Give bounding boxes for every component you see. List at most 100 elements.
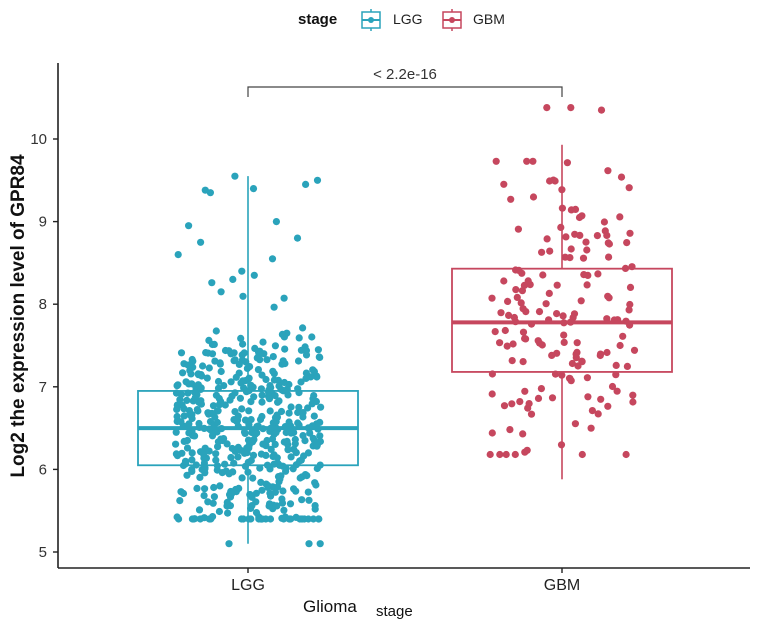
data-point-lgg bbox=[277, 407, 286, 416]
data-point-lgg bbox=[270, 376, 278, 384]
data-point-lgg bbox=[315, 353, 323, 361]
data-point-lgg bbox=[203, 374, 211, 382]
data-point-gbm bbox=[605, 253, 613, 261]
data-point-lgg bbox=[225, 347, 233, 355]
data-point-lgg bbox=[281, 345, 289, 353]
data-point-lgg bbox=[191, 393, 199, 402]
data-point-lgg bbox=[296, 515, 304, 523]
data-point-gbm bbox=[497, 309, 505, 317]
data-point-gbm bbox=[510, 313, 518, 322]
data-point-gbm bbox=[508, 357, 516, 365]
data-point-lgg bbox=[215, 507, 223, 516]
data-point-lgg bbox=[212, 391, 220, 399]
data-point-gbm bbox=[596, 350, 605, 358]
data-point-gbm bbox=[537, 385, 546, 393]
data-point-lgg bbox=[245, 407, 253, 415]
data-point-lgg bbox=[180, 437, 188, 445]
data-point-lgg bbox=[178, 401, 186, 409]
data-point-lgg bbox=[221, 401, 229, 409]
data-point-lgg bbox=[315, 515, 323, 523]
data-point-gbm bbox=[593, 232, 602, 240]
data-point-gbm bbox=[597, 395, 605, 403]
data-point-lgg bbox=[193, 406, 201, 414]
data-point-lgg bbox=[238, 267, 246, 275]
data-point-lgg bbox=[251, 430, 259, 438]
data-point-lgg bbox=[281, 513, 289, 521]
data-point-lgg bbox=[271, 342, 279, 350]
data-point-lgg bbox=[258, 371, 266, 379]
data-point-lgg bbox=[269, 367, 277, 375]
data-point-lgg bbox=[295, 403, 303, 411]
data-point-lgg bbox=[284, 391, 292, 399]
data-point-gbm bbox=[529, 157, 537, 165]
data-point-lgg bbox=[305, 540, 313, 548]
data-point-lgg bbox=[172, 440, 180, 448]
data-point-lgg bbox=[200, 450, 208, 458]
data-point-lgg bbox=[258, 391, 266, 399]
data-point-lgg bbox=[191, 432, 199, 440]
data-point-lgg bbox=[181, 457, 190, 465]
data-point-gbm bbox=[511, 450, 519, 459]
data-point-lgg bbox=[278, 330, 286, 338]
data-point-lgg bbox=[293, 234, 302, 242]
data-point-lgg bbox=[266, 407, 274, 415]
data-point-lgg bbox=[287, 453, 295, 461]
significance-label: < 2.2e-16 bbox=[373, 66, 437, 83]
data-point-lgg bbox=[194, 381, 202, 389]
data-point-lgg bbox=[217, 435, 225, 443]
data-point-gbm bbox=[582, 238, 590, 246]
data-point-lgg bbox=[268, 255, 277, 263]
data-point-lgg bbox=[177, 418, 185, 426]
data-point-lgg bbox=[188, 515, 196, 523]
data-point-lgg bbox=[289, 465, 297, 473]
data-point-lgg bbox=[302, 369, 310, 377]
data-point-lgg bbox=[229, 275, 237, 283]
data-point-lgg bbox=[201, 186, 209, 194]
data-point-gbm bbox=[604, 292, 612, 300]
data-point-gbm bbox=[516, 398, 524, 406]
data-point-lgg bbox=[188, 467, 196, 475]
data-point-gbm bbox=[548, 394, 557, 402]
data-point-lgg bbox=[196, 473, 204, 481]
data-point-lgg bbox=[208, 279, 216, 287]
data-point-gbm bbox=[553, 310, 561, 318]
data-point-lgg bbox=[252, 508, 261, 517]
data-point-lgg bbox=[297, 456, 305, 464]
data-point-lgg bbox=[233, 417, 241, 426]
data-point-lgg bbox=[180, 412, 188, 420]
data-point-lgg bbox=[313, 441, 321, 449]
data-point-lgg bbox=[302, 180, 310, 188]
data-point-gbm bbox=[534, 394, 543, 402]
data-point-lgg bbox=[271, 440, 279, 448]
data-point-lgg bbox=[250, 271, 258, 279]
data-point-gbm bbox=[629, 398, 637, 406]
data-point-lgg bbox=[303, 472, 311, 480]
data-point-gbm bbox=[600, 218, 609, 226]
data-point-lgg bbox=[283, 437, 291, 445]
data-point-lgg bbox=[316, 540, 324, 548]
data-point-gbm bbox=[612, 371, 620, 379]
data-point-gbm bbox=[583, 374, 592, 382]
data-point-lgg bbox=[177, 390, 185, 399]
legend-key-lgg bbox=[361, 9, 381, 31]
data-point-lgg bbox=[234, 453, 242, 461]
data-point-lgg bbox=[231, 172, 239, 180]
data-point-gbm bbox=[527, 410, 536, 418]
data-point-lgg bbox=[305, 496, 313, 504]
data-point-gbm bbox=[604, 402, 612, 410]
data-point-lgg bbox=[270, 430, 278, 438]
data-point-lgg bbox=[240, 384, 248, 392]
data-point-gbm bbox=[553, 349, 561, 357]
data-point-lgg bbox=[176, 497, 184, 505]
data-point-lgg bbox=[266, 515, 275, 523]
data-point-lgg bbox=[213, 418, 221, 427]
data-point-gbm bbox=[504, 297, 512, 305]
data-point-gbm bbox=[486, 450, 494, 459]
data-point-lgg bbox=[317, 403, 325, 411]
data-point-gbm bbox=[563, 159, 572, 167]
data-point-lgg bbox=[205, 364, 213, 372]
data-point-lgg bbox=[174, 251, 182, 259]
data-point-lgg bbox=[223, 502, 231, 510]
data-point-lgg bbox=[178, 449, 186, 457]
x-axis-title: Glioma bbox=[303, 597, 357, 616]
